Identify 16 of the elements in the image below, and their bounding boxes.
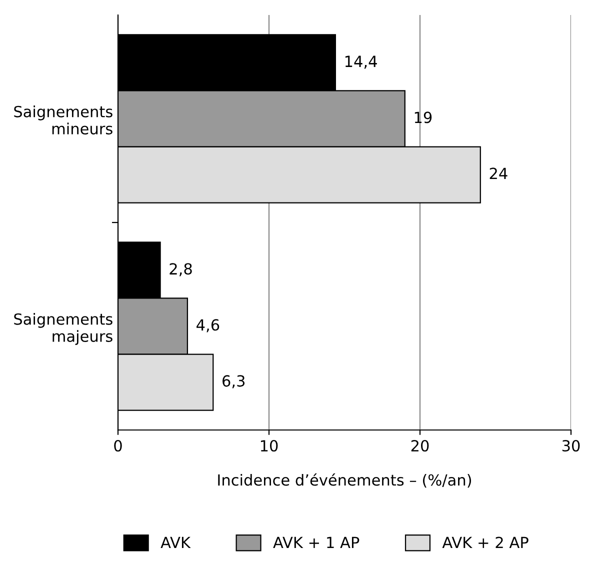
- data-label: 14,4: [345, 56, 377, 69]
- legend-label: AVK: [160, 536, 191, 548]
- y-tick-label: Saignements mineurs: [14, 106, 112, 134]
- legend-label: AVK + 2 AP: [442, 536, 528, 548]
- x-tick-label: 30: [562, 440, 580, 452]
- data-label: 2,8: [170, 263, 192, 276]
- x-tick-label: 10: [260, 440, 278, 452]
- x-axis-title: Incidence d’événements – (%/an): [218, 473, 472, 488]
- x-tick-label: 20: [411, 440, 429, 452]
- y-tick-label: Saignements majeurs: [14, 313, 112, 345]
- x-tick-label: 0: [114, 440, 122, 452]
- data-label: 4,6: [196, 319, 220, 332]
- legend-label: AVK + 1 AP: [273, 536, 360, 548]
- data-label: 19: [414, 112, 432, 124]
- data-label: 6,3: [222, 375, 245, 388]
- data-label: 24: [490, 168, 508, 179]
